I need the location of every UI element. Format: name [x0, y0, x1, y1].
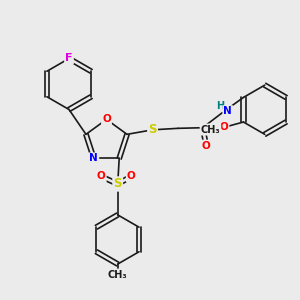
Text: O: O	[127, 172, 136, 182]
Text: O: O	[97, 172, 106, 182]
Text: N: N	[89, 154, 98, 164]
Text: N: N	[224, 106, 232, 116]
Text: S: S	[148, 123, 157, 136]
Text: F: F	[65, 53, 73, 64]
Text: CH₃: CH₃	[108, 270, 128, 280]
Text: CH₃: CH₃	[201, 124, 220, 134]
Text: O: O	[220, 122, 228, 131]
Text: O: O	[102, 114, 111, 124]
Text: S: S	[113, 178, 122, 190]
Text: O: O	[202, 141, 211, 151]
Text: H: H	[217, 101, 225, 111]
